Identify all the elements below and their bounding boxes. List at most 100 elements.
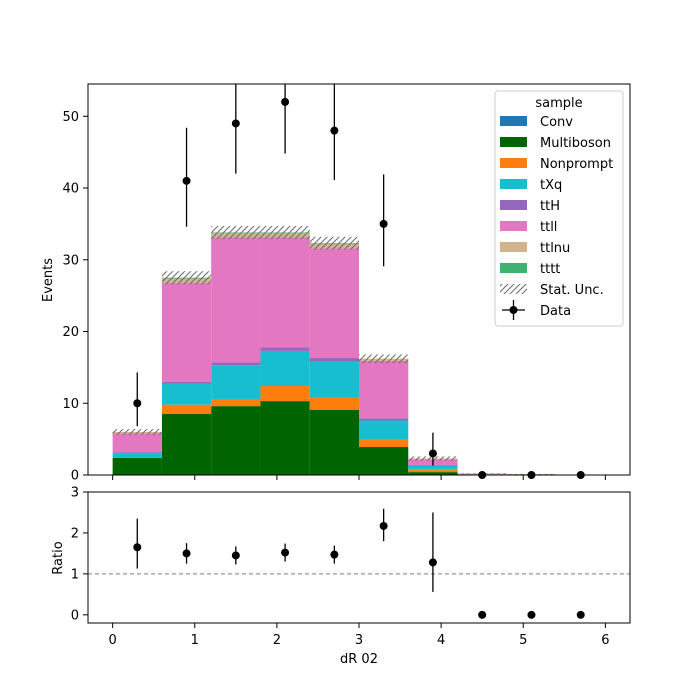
legend-swatch-txq xyxy=(500,179,527,189)
x-tick-label-4: 4 xyxy=(437,633,445,648)
legend-label-stat-unc-: Stat. Unc. xyxy=(540,283,604,298)
bar-tth-bin-2 xyxy=(211,362,261,366)
stacked-bars xyxy=(112,232,557,475)
bar-tth-bin-3 xyxy=(260,347,310,351)
stat-unc-bin-1 xyxy=(161,271,212,285)
x-tick-label-1: 1 xyxy=(191,633,199,648)
ratio-x-ticks: 0 1 2 3 4 5 6 xyxy=(108,623,610,648)
data-point-3 xyxy=(281,97,290,106)
bar-nonprompt-bin-2 xyxy=(211,398,261,407)
main-y-ticks: 0 10 20 30 40 50 xyxy=(62,110,88,484)
bar-ttll-bin-2 xyxy=(211,237,261,363)
y-tick-label-2: 20 xyxy=(62,325,79,340)
legend-swatch-tttt xyxy=(500,263,527,273)
legend-swatch-stat-unc- xyxy=(500,284,527,294)
bar-txq-bin-2 xyxy=(211,365,261,399)
bar-multiboson-bin-0 xyxy=(112,457,162,475)
legend-swatch-ttlnu xyxy=(500,242,527,252)
y-tick-label-1: 10 xyxy=(62,397,79,412)
y-tick-label-4: 40 xyxy=(62,182,79,197)
ratio-point-9 xyxy=(576,610,585,619)
bar-nonprompt-bin-3 xyxy=(260,386,310,402)
main-x-ticks xyxy=(112,475,606,480)
legend-label-multiboson: Multiboson xyxy=(540,136,611,151)
bar-nonprompt-bin-6 xyxy=(408,469,458,473)
bar-txq-bin-6 xyxy=(408,465,458,470)
ratio-point-6 xyxy=(428,558,437,567)
legend-title: sample xyxy=(535,96,582,111)
bar-tth-bin-1 xyxy=(161,381,212,384)
data-point-6 xyxy=(428,449,437,458)
bar-ttll-bin-5 xyxy=(359,360,409,419)
legend-items: Conv Multiboson Nonprompt tXq ttH ttll ttlnu tt… xyxy=(500,115,613,320)
legend-swatch-data xyxy=(502,300,525,320)
data-point-2 xyxy=(231,119,240,128)
stat-unc-bin-3 xyxy=(260,226,310,239)
legend-swatch-tth xyxy=(500,200,527,210)
legend-label-tth: ttH xyxy=(540,199,560,214)
ratio-points xyxy=(133,508,585,619)
bar-txq-bin-4 xyxy=(309,361,359,398)
y-tick-label-3: 30 xyxy=(62,253,79,268)
legend: sample Conv Multiboson Nonprompt tXq ttH ttll… xyxy=(494,90,624,327)
bar-nonprompt-bin-4 xyxy=(309,397,359,410)
data-point-5 xyxy=(379,219,388,228)
ratio-y-tick-label-1: 1 xyxy=(71,567,79,582)
stat-unc-bin-2 xyxy=(211,226,261,239)
ratio-point-1 xyxy=(182,549,191,558)
bar-ttll-bin-3 xyxy=(260,237,310,348)
bar-txq-bin-0 xyxy=(112,452,162,458)
ratio-axes-frame xyxy=(87,491,631,624)
ratio-y-tick-label-0: 0 xyxy=(71,608,79,623)
y-axis-label: Events xyxy=(41,258,56,302)
data-point-0 xyxy=(133,399,142,408)
bar-ttll-bin-0 xyxy=(112,433,162,453)
legend-swatch-nonprompt xyxy=(500,158,527,168)
ratio-panel: 0 1 2 3 4 5 6 0 1 2 3 Ratio dR 02 xyxy=(51,486,631,667)
bar-txq-bin-3 xyxy=(260,350,310,387)
x-tick-label-3: 3 xyxy=(355,633,363,648)
legend-swatch-multiboson xyxy=(500,137,527,147)
ratio-y-ticks: 0 1 2 3 xyxy=(71,486,88,623)
bar-multiboson-bin-1 xyxy=(161,414,212,475)
ratio-point-8 xyxy=(527,610,536,619)
data-point-1 xyxy=(182,176,191,185)
bar-tth-bin-0 xyxy=(112,452,162,453)
ratio-point-3 xyxy=(281,548,290,557)
ratio-y-axis-label: Ratio xyxy=(51,541,66,574)
bar-ttll-bin-1 xyxy=(161,282,212,382)
bar-ttll-bin-4 xyxy=(309,248,359,359)
bar-tth-bin-4 xyxy=(309,358,359,362)
bar-multiboson-bin-2 xyxy=(211,406,261,475)
x-tick-label-5: 5 xyxy=(519,633,527,648)
legend-swatch-ttll xyxy=(500,221,527,231)
x-tick-label-0: 0 xyxy=(108,633,116,648)
bar-txq-bin-5 xyxy=(359,420,409,440)
legend-label-conv: Conv xyxy=(540,115,573,130)
legend-label-tttt: tttt xyxy=(540,262,560,277)
ratio-point-5 xyxy=(379,521,388,530)
stat-unc-bin-5 xyxy=(359,354,409,364)
ratio-point-7 xyxy=(478,610,487,619)
ratio-y-tick-label-3: 3 xyxy=(71,486,79,501)
ratio-point-0 xyxy=(133,543,142,552)
data-point-4 xyxy=(330,126,339,135)
legend-label-ttll: ttll xyxy=(540,220,557,235)
legend-swatch-conv xyxy=(500,116,527,126)
bar-multiboson-bin-5 xyxy=(359,447,409,475)
ratio-point-4 xyxy=(330,550,339,559)
bar-nonprompt-bin-1 xyxy=(161,404,212,415)
legend-label-txq: tXq xyxy=(540,178,562,193)
bar-multiboson-bin-4 xyxy=(309,409,359,475)
bar-txq-bin-1 xyxy=(161,383,212,405)
stat-unc-bin-0 xyxy=(112,429,162,435)
x-tick-label-6: 6 xyxy=(601,633,609,648)
ratio-y-tick-label-2: 2 xyxy=(71,526,79,541)
x-axis-label: dR 02 xyxy=(340,652,378,667)
legend-label-ttlnu: ttlnu xyxy=(540,241,570,256)
x-tick-label-2: 2 xyxy=(273,633,281,648)
ratio-point-2 xyxy=(231,551,240,560)
legend-label-nonprompt: Nonprompt xyxy=(540,157,613,172)
bar-multiboson-bin-6 xyxy=(408,472,458,475)
